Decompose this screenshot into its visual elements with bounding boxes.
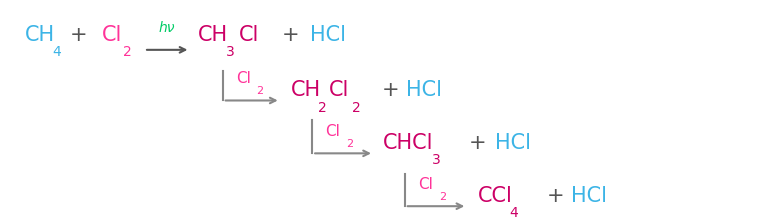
Text: Cl: Cl bbox=[325, 124, 341, 139]
Text: Cl: Cl bbox=[101, 25, 122, 45]
Text: Cl: Cl bbox=[328, 80, 349, 100]
Text: CHCl: CHCl bbox=[383, 133, 433, 153]
Text: +: + bbox=[469, 133, 487, 153]
Text: 2: 2 bbox=[256, 86, 263, 96]
Text: HCl: HCl bbox=[406, 80, 442, 100]
Text: CH: CH bbox=[25, 25, 55, 45]
Text: Cl: Cl bbox=[237, 71, 252, 86]
Text: 2: 2 bbox=[351, 101, 360, 114]
Text: CH: CH bbox=[290, 80, 320, 100]
Text: 2: 2 bbox=[439, 192, 446, 202]
Text: 2: 2 bbox=[318, 101, 327, 114]
Text: +: + bbox=[282, 25, 300, 45]
Text: Cl: Cl bbox=[418, 177, 433, 192]
Text: CCl: CCl bbox=[478, 186, 513, 206]
Text: 3: 3 bbox=[226, 45, 235, 60]
Text: HCl: HCl bbox=[570, 186, 607, 206]
Text: 4: 4 bbox=[53, 45, 61, 60]
Text: hν: hν bbox=[159, 21, 176, 35]
Text: 4: 4 bbox=[509, 206, 519, 220]
Text: HCl: HCl bbox=[310, 25, 346, 45]
Text: +: + bbox=[382, 80, 399, 100]
Text: +: + bbox=[70, 25, 87, 45]
Text: 2: 2 bbox=[123, 45, 132, 60]
Text: Cl: Cl bbox=[239, 25, 259, 45]
Text: CH: CH bbox=[198, 25, 228, 45]
Text: HCl: HCl bbox=[495, 133, 531, 153]
Text: 2: 2 bbox=[346, 139, 353, 149]
Text: +: + bbox=[546, 186, 564, 206]
Text: 3: 3 bbox=[432, 153, 440, 167]
